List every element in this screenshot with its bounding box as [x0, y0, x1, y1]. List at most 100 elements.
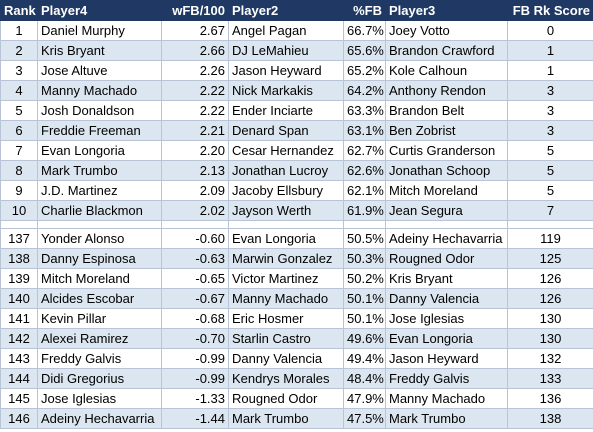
cell-rank[interactable]: 143: [0, 348, 38, 369]
cell-score[interactable]: 5: [507, 140, 593, 161]
cell-pct-fb[interactable]: 47.5%: [343, 408, 386, 429]
cell-pct-fb[interactable]: 47.9%: [343, 388, 386, 409]
cell-player4[interactable]: Mitch Moreland: [37, 268, 162, 289]
cell-player2[interactable]: Kendrys Morales: [228, 368, 344, 389]
cell-player3[interactable]: Kris Bryant: [385, 268, 508, 289]
cell-player4[interactable]: Freddie Freeman: [37, 120, 162, 141]
cell-pct-fb[interactable]: 48.4%: [343, 368, 386, 389]
cell-rank[interactable]: 3: [0, 60, 38, 81]
cell-player2[interactable]: Jonathan Lucroy: [228, 160, 344, 181]
cell-wfb[interactable]: -0.67: [161, 288, 229, 309]
cell-player4[interactable]: Jose Altuve: [37, 60, 162, 81]
cell-player3[interactable]: Ben Zobrist: [385, 120, 508, 141]
cell-pct-fb[interactable]: 63.1%: [343, 120, 386, 141]
cell-rank[interactable]: 139: [0, 268, 38, 289]
cell-player4[interactable]: Adeiny Hechavarria: [37, 408, 162, 429]
cell-pct-fb[interactable]: 64.2%: [343, 80, 386, 101]
cell-wfb[interactable]: 2.13: [161, 160, 229, 181]
cell-player3[interactable]: Evan Longoria: [385, 328, 508, 349]
cell-wfb[interactable]: 2.22: [161, 100, 229, 121]
cell-rank[interactable]: 9: [0, 180, 38, 201]
cell-wfb[interactable]: -1.44: [161, 408, 229, 429]
cell-rank[interactable]: 141: [0, 308, 38, 329]
cell-player2[interactable]: Jayson Werth: [228, 200, 344, 221]
cell-pct-fb[interactable]: 66.7%: [343, 20, 386, 41]
cell-score[interactable]: 125: [507, 248, 593, 269]
cell-score[interactable]: 7: [507, 200, 593, 221]
header-pct-fb[interactable]: %FB: [343, 0, 386, 21]
cell-score[interactable]: 0: [507, 20, 593, 41]
cell-player2[interactable]: Victor Martinez: [228, 268, 344, 289]
cell-wfb[interactable]: -0.65: [161, 268, 229, 289]
cell-rank[interactable]: 2: [0, 40, 38, 61]
cell-player2[interactable]: Manny Machado: [228, 288, 344, 309]
cell-pct-fb[interactable]: 50.5%: [343, 228, 386, 249]
cell-player2[interactable]: Jason Heyward: [228, 60, 344, 81]
header-wfb[interactable]: wFB/100: [161, 0, 229, 21]
cell-rank[interactable]: 8: [0, 160, 38, 181]
cell-pct-fb[interactable]: 65.2%: [343, 60, 386, 81]
header-player3[interactable]: Player3: [385, 0, 508, 21]
cell-player3[interactable]: Danny Valencia: [385, 288, 508, 309]
separator-cell[interactable]: [228, 220, 344, 229]
cell-player4[interactable]: Freddy Galvis: [37, 348, 162, 369]
cell-pct-fb[interactable]: 50.1%: [343, 288, 386, 309]
cell-score[interactable]: 1: [507, 40, 593, 61]
header-player4[interactable]: Player4: [37, 0, 162, 21]
cell-player2[interactable]: Ender Inciarte: [228, 100, 344, 121]
cell-score[interactable]: 1: [507, 60, 593, 81]
separator-cell[interactable]: [0, 220, 38, 229]
cell-score[interactable]: 5: [507, 160, 593, 181]
cell-player2[interactable]: Denard Span: [228, 120, 344, 141]
cell-player3[interactable]: Brandon Belt: [385, 100, 508, 121]
cell-rank[interactable]: 145: [0, 388, 38, 409]
cell-player3[interactable]: Curtis Granderson: [385, 140, 508, 161]
header-score[interactable]: FB Rk Score: [507, 0, 593, 21]
cell-wfb[interactable]: 2.66: [161, 40, 229, 61]
separator-cell[interactable]: [161, 220, 229, 229]
cell-player4[interactable]: Mark Trumbo: [37, 160, 162, 181]
cell-player3[interactable]: Mark Trumbo: [385, 408, 508, 429]
cell-wfb[interactable]: 2.67: [161, 20, 229, 41]
cell-player4[interactable]: J.D. Martinez: [37, 180, 162, 201]
cell-rank[interactable]: 4: [0, 80, 38, 101]
cell-wfb[interactable]: 2.20: [161, 140, 229, 161]
cell-player3[interactable]: Jose Iglesias: [385, 308, 508, 329]
cell-player2[interactable]: Danny Valencia: [228, 348, 344, 369]
cell-player3[interactable]: Manny Machado: [385, 388, 508, 409]
cell-score[interactable]: 3: [507, 100, 593, 121]
cell-player3[interactable]: Jean Segura: [385, 200, 508, 221]
cell-player4[interactable]: Danny Espinosa: [37, 248, 162, 269]
separator-cell[interactable]: [385, 220, 508, 229]
cell-player4[interactable]: Yonder Alonso: [37, 228, 162, 249]
cell-rank[interactable]: 144: [0, 368, 38, 389]
cell-rank[interactable]: 1: [0, 20, 38, 41]
cell-score[interactable]: 130: [507, 308, 593, 329]
cell-score[interactable]: 138: [507, 408, 593, 429]
cell-score[interactable]: 5: [507, 180, 593, 201]
cell-wfb[interactable]: -0.60: [161, 228, 229, 249]
cell-player4[interactable]: Josh Donaldson: [37, 100, 162, 121]
cell-player4[interactable]: Charlie Blackmon: [37, 200, 162, 221]
cell-player4[interactable]: Evan Longoria: [37, 140, 162, 161]
cell-player4[interactable]: Alexei Ramirez: [37, 328, 162, 349]
cell-wfb[interactable]: -0.99: [161, 348, 229, 369]
cell-player2[interactable]: Rougned Odor: [228, 388, 344, 409]
cell-rank[interactable]: 5: [0, 100, 38, 121]
cell-score[interactable]: 3: [507, 120, 593, 141]
cell-score[interactable]: 136: [507, 388, 593, 409]
cell-pct-fb[interactable]: 50.2%: [343, 268, 386, 289]
cell-player2[interactable]: Evan Longoria: [228, 228, 344, 249]
cell-rank[interactable]: 138: [0, 248, 38, 269]
cell-score[interactable]: 133: [507, 368, 593, 389]
cell-player3[interactable]: Jason Heyward: [385, 348, 508, 369]
cell-rank[interactable]: 140: [0, 288, 38, 309]
cell-wfb[interactable]: -0.63: [161, 248, 229, 269]
header-player2[interactable]: Player2: [228, 0, 344, 21]
cell-rank[interactable]: 10: [0, 200, 38, 221]
cell-pct-fb[interactable]: 62.7%: [343, 140, 386, 161]
cell-player4[interactable]: Manny Machado: [37, 80, 162, 101]
cell-player2[interactable]: DJ LeMahieu: [228, 40, 344, 61]
cell-player3[interactable]: Joey Votto: [385, 20, 508, 41]
cell-wfb[interactable]: -0.68: [161, 308, 229, 329]
